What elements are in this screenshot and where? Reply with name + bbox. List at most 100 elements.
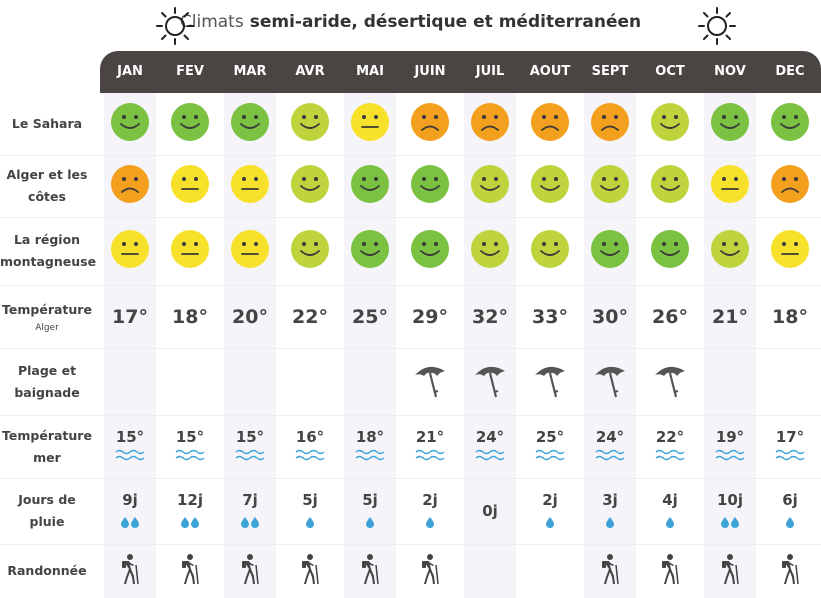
rain-days: 7j (242, 490, 258, 509)
beach-umbrella-icon (532, 361, 568, 403)
cell-temperature-avr: 22° (280, 285, 340, 348)
waves-icon (415, 446, 445, 465)
cell-montagne-juin (400, 217, 460, 285)
cell-alger-dec (760, 155, 820, 217)
cell-rando-nov (700, 544, 760, 598)
cell-rando-mar (220, 544, 280, 598)
cell-temperature-mar: 20° (220, 285, 280, 348)
cell-temperature-jan: 17° (100, 285, 160, 348)
cell-pluie-dec: 6j (760, 478, 820, 544)
row-separator (0, 155, 821, 156)
rain-drop-icon (121, 513, 139, 532)
cell-temperature-sept: 30° (580, 285, 640, 348)
cell-alger-sept (580, 155, 640, 217)
month-label-nov: NOV (714, 64, 746, 79)
row-separator (0, 285, 821, 286)
row-separator (0, 217, 821, 218)
waves-icon (715, 446, 745, 465)
row-label-text: Alger et les côtes (6, 167, 88, 204)
month-label-sept: SEPT (591, 64, 629, 79)
air-temperature: 18° (172, 305, 208, 328)
cell-pluie-aout: 2j (520, 478, 580, 544)
mood-face-good-icon (230, 102, 270, 146)
air-temperature: 21° (712, 305, 748, 328)
mood-face-bad-icon (590, 102, 630, 146)
mood-face-good-icon (650, 229, 690, 273)
sea-temperature: 15° (235, 428, 265, 446)
cell-plage-avr (280, 348, 340, 415)
waves-icon (295, 446, 325, 465)
sea-temperature: 21° (415, 428, 445, 446)
cell-plage-nov (700, 348, 760, 415)
month-label-juil: JUIL (475, 64, 505, 79)
waves-icon (535, 446, 565, 465)
cell-sahara-fev (160, 93, 220, 155)
beach-umbrella-icon (592, 361, 628, 403)
cell-sahara-jan (100, 93, 160, 155)
row-label-montagne: La région montagneuse (0, 217, 96, 285)
month-label-mar: MAR (233, 64, 267, 79)
sea-temperature: 24° (595, 428, 625, 446)
cell-mer-mai: 18° (340, 415, 400, 478)
mood-face-good-icon (350, 164, 390, 208)
cell-plage-mar (220, 348, 280, 415)
cell-temperature-juin: 29° (400, 285, 460, 348)
sun-icon (156, 7, 194, 45)
cell-rando-oct (640, 544, 700, 598)
cell-montagne-jan (100, 217, 160, 285)
rain-drop-icon (306, 513, 314, 532)
hiker-icon (177, 553, 203, 589)
month-label-oct: OCT (655, 64, 685, 79)
waves-icon (115, 446, 145, 465)
air-temperature: 33° (532, 305, 568, 328)
cell-sahara-juil (460, 93, 520, 155)
cell-sahara-oct (640, 93, 700, 155)
cell-rando-dec (760, 544, 820, 598)
rain-days: 2j (422, 490, 438, 509)
mood-face-bad-icon (530, 102, 570, 146)
cell-pluie-avr: 5j (280, 478, 340, 544)
cell-pluie-nov: 10j (700, 478, 760, 544)
title-prefix: Climats (179, 12, 244, 32)
cell-montagne-nov (700, 217, 760, 285)
mood-face-good-icon (410, 164, 450, 208)
month-label-aout: AOUT (529, 64, 571, 79)
cell-montagne-juil (460, 217, 520, 285)
cell-alger-jan (100, 155, 160, 217)
row-label-alger: Alger et les côtes (0, 155, 94, 217)
waves-icon (475, 446, 505, 465)
air-temperature: 17° (112, 305, 148, 328)
row-label-rando: Randonnée (0, 544, 94, 598)
row-label-text: Température mer (2, 427, 92, 465)
sea-temperature: 15° (115, 428, 145, 446)
rain-days: 4j (662, 490, 678, 509)
sun-icon (698, 7, 736, 45)
row-label-plage: Plage et baignade (0, 348, 94, 415)
air-temperature: 18° (772, 305, 808, 328)
sea-temperature: 18° (355, 428, 385, 446)
mood-face-fair-icon (530, 164, 570, 208)
mood-face-good-icon (710, 102, 750, 146)
month-label-jan: JAN (117, 64, 143, 79)
hiker-icon (117, 553, 143, 589)
cell-pluie-mar: 7j (220, 478, 280, 544)
rain-drop-icon (546, 513, 554, 532)
mood-face-fair-icon (290, 102, 330, 146)
cell-rando-fev (160, 544, 220, 598)
air-temperature: 25° (352, 305, 388, 328)
mood-face-fair-icon (470, 164, 510, 208)
mood-face-ok-icon (170, 164, 210, 208)
mood-face-fair-icon (650, 164, 690, 208)
rain-drop-icon (606, 513, 614, 532)
rain-days: 5j (302, 490, 318, 509)
row-label-text: Randonnée (7, 563, 87, 578)
hiker-icon (777, 553, 803, 589)
mood-face-ok-icon (110, 229, 150, 273)
waves-icon (655, 446, 685, 465)
mood-face-ok-icon (230, 164, 270, 208)
row-label-text: Température (2, 301, 92, 317)
cell-alger-mar (220, 155, 280, 217)
cell-sahara-aout (520, 93, 580, 155)
row-label-text: Le Sahara (11, 116, 83, 131)
cell-rando-aout (520, 544, 580, 598)
